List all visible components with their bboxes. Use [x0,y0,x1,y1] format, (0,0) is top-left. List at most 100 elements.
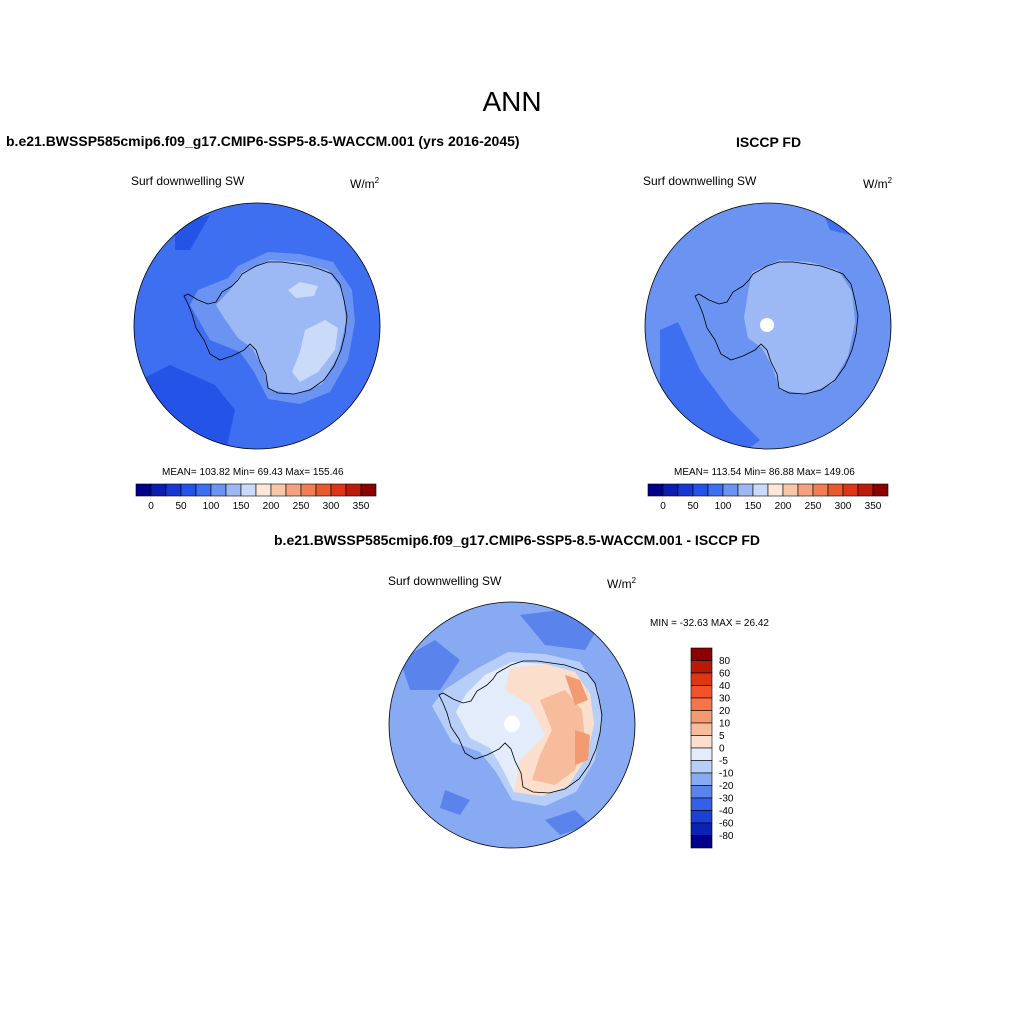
diff-colorbar-box [690,772,713,786]
right-colorbar-box [782,483,799,497]
diff-pole-missing-data [504,716,520,732]
left-colorbar: 0 50 100 150 200 250 300 350 [135,483,377,512]
diff-colorbar-tick-label: 80 [719,656,731,667]
left-colorbar-box [225,483,242,497]
left-colorbar-box [165,483,182,497]
right-colorbar-box [827,483,844,497]
diff-ocean-negative-region [440,790,470,815]
diff-colorbar-box [690,797,713,811]
left-colorbar-box [315,483,332,497]
diff-colorbar-box [690,672,713,686]
left-colorbar-tick-label: 350 [353,501,370,512]
left-colorbar-box [150,483,167,497]
right-polar-map [644,202,892,450]
diff-colorbar-box [690,685,713,699]
left-colorbar-tick-label: 300 [323,501,340,512]
right-ice-sheet [744,260,855,394]
right-colorbar-box [767,483,784,497]
left-coastline [183,261,348,395]
left-colorbar-box [210,483,227,497]
diff-variable-label: Surf downwelling SW [388,574,502,588]
right-colorbar-box [797,483,814,497]
right-pole-missing-data [760,318,774,332]
left-colorbar-box [135,483,152,497]
left-colorbar-tick-label: 50 [175,501,187,512]
diff-colorbar-box [690,835,713,849]
right-colorbar: 0 50 100 150 200 250 300 350 [647,483,889,512]
left-variable-label: Surf downwelling SW [131,174,245,188]
left-colorbar-box [345,483,362,497]
diff-colorbar-box [690,760,713,774]
right-colorbar-tick-label: 300 [835,501,852,512]
diff-colorbar-box [690,747,713,761]
left-colorbar-tick-label: 150 [233,501,250,512]
left-colorbar-tick-label: 250 [293,501,310,512]
right-colorbar-box [692,483,709,497]
right-colorbar-box [677,483,694,497]
diff-colorbar-tick-label: 20 [719,706,731,717]
diff-ice-high-positive-region [565,675,588,705]
right-colorbar-box [752,483,769,497]
left-colorbar-box [330,483,347,497]
left-colorbar-box [300,483,317,497]
diff-stats-label: MIN = -32.63 MAX = 26.42 [650,618,769,629]
diff-colorbar-box [690,810,713,824]
diff-colorbar-box [690,647,713,661]
right-colorbar-box [722,483,739,497]
diff-colorbar-tick-label: 60 [719,669,731,680]
left-colorbar-tick-label: 200 [263,501,280,512]
diff-colorbar-tick-label: 40 [719,681,731,692]
right-colorbar-tick-label: 200 [775,501,792,512]
left-colorbar-tick-label: 100 [203,501,220,512]
diff-ice-positive-region [532,690,585,785]
diff-coastline [438,660,603,794]
diff-units-label: W/m2 [607,576,637,591]
diff-colorbar-tick-label: -30 [719,794,734,805]
diff-colorbar-tick-label: 0 [719,744,725,755]
left-ice-high-region [288,282,318,298]
left-colorbar-box [240,483,257,497]
right-variable-label: Surf downwelling SW [643,174,757,188]
left-stats-label: MEAN= 103.82 Min= 69.43 Max= 155.46 [162,467,344,478]
right-colorbar-tick-label: 0 [660,501,666,512]
diff-ocean-negative-region [400,640,460,690]
diff-colorbar-box [690,710,713,724]
diff-colorbar-tick-label: 10 [719,719,731,730]
right-colorbar-box [842,483,859,497]
diff-colorbar-tick-label: -20 [719,781,734,792]
right-colorbar-tick-label: 50 [687,501,699,512]
right-colorbar-box [707,483,724,497]
right-coastline [694,261,859,395]
left-map-border [133,202,381,450]
left-colorbar-box [195,483,212,497]
right-units-label: W/m2 [863,176,893,191]
diff-colorbar-tick-label: -60 [719,819,734,830]
main-title: ANN [482,86,542,117]
diff-colorbar-box [690,697,713,711]
right-colorbar-tick-label: 150 [745,501,762,512]
diff-colorbar-box [690,822,713,836]
left-ice-high-region [292,320,338,382]
left-colorbar-box [285,483,302,497]
diff-panel-title: b.e21.BWSSP585cmip6.f09_g17.CMIP6-SSP5-8… [274,532,761,548]
right-colorbar-box [647,483,664,497]
left-colorbar-box [360,483,377,497]
right-map-border [644,202,892,450]
diff-colorbar-tick-label: -40 [719,806,734,817]
right-panel-title: ISCCP FD [736,134,802,150]
diff-ice-high-positive-region [575,730,590,765]
left-colorbar-tick-label: 0 [148,501,154,512]
diff-colorbar-box [690,660,713,674]
left-panel-title: b.e21.BWSSP585cmip6.f09_g17.CMIP6-SSP5-8… [6,133,520,149]
right-colorbar-tick-label: 100 [715,501,732,512]
right-colorbar-tick-label: 250 [805,501,822,512]
diff-colorbar-box [690,722,713,736]
right-colorbar-box [737,483,754,497]
diff-colorbar-tick-label: 5 [719,731,725,742]
left-colorbar-box [255,483,272,497]
diff-colorbar-tick-label: -10 [719,769,734,780]
left-polar-map [133,202,381,450]
right-colorbar-tick-label: 350 [865,501,882,512]
diff-map-border [388,601,636,849]
